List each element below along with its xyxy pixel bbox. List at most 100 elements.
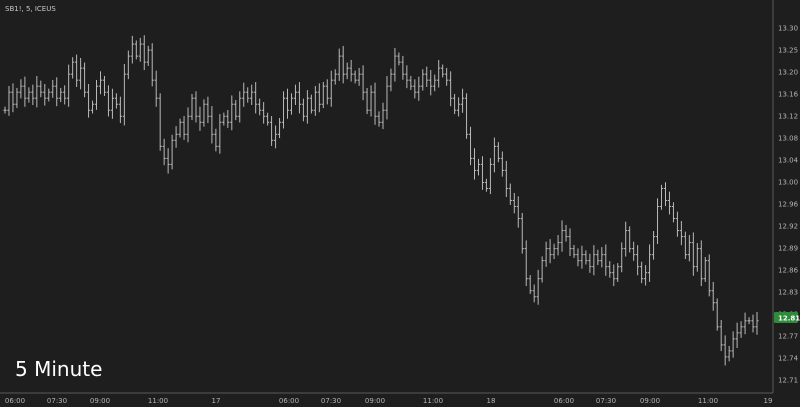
ohlc-bar bbox=[667, 191, 672, 215]
ohlc-bar bbox=[636, 245, 640, 276]
ohlc-bar bbox=[262, 102, 266, 124]
ohlc-bar bbox=[98, 71, 103, 95]
ohlc-bar bbox=[663, 182, 668, 207]
ohlc-bar bbox=[393, 47, 397, 82]
y-tick-label: 13.00 bbox=[778, 179, 798, 187]
ohlc-bar bbox=[75, 54, 79, 87]
ohlc-bar bbox=[731, 331, 735, 358]
ohlc-bar bbox=[401, 55, 405, 80]
ohlc-bar bbox=[500, 151, 504, 177]
ohlc-bar bbox=[512, 192, 516, 214]
ohlc-bar bbox=[560, 220, 564, 252]
ohlc-bar bbox=[266, 112, 270, 126]
ohlc-bar bbox=[82, 62, 87, 98]
last-price-badge: 12.81 bbox=[774, 312, 800, 323]
ohlc-bar bbox=[258, 98, 262, 116]
ohlc-bar bbox=[23, 76, 27, 107]
ohlc-bar bbox=[102, 75, 107, 97]
y-tick-label: 12.96 bbox=[778, 201, 799, 209]
ohlc-bar bbox=[421, 69, 425, 91]
ohlc-bar bbox=[333, 69, 337, 85]
y-tick-label: 13.30 bbox=[778, 25, 798, 33]
symbol-title: SB1!, 5, ICEUS bbox=[5, 5, 56, 13]
ohlc-bar bbox=[365, 87, 369, 115]
ohlc-bar bbox=[369, 85, 373, 117]
ohlc-bar bbox=[651, 231, 656, 260]
x-tick-label: 11:00 bbox=[698, 397, 718, 405]
ohlc-bar bbox=[43, 84, 47, 106]
y-tick-label: 13.20 bbox=[778, 69, 798, 77]
ohlc-bar bbox=[289, 93, 294, 115]
ohlc-bar bbox=[305, 90, 309, 124]
ohlc-bar bbox=[39, 80, 43, 98]
y-axis-ticks[interactable]: 13.30 13.25 13.20 13.16 13.12 13.08 13.04 13.00… bbox=[778, 25, 799, 385]
ohlc-bar bbox=[142, 35, 146, 71]
x-axis-ticks[interactable]: 06:00 07:30 09:00 11:00 17 06:00 07:30 09:00 11:… bbox=[5, 397, 773, 405]
ohlc-bar bbox=[643, 265, 648, 286]
y-tick-label: 13.12 bbox=[778, 113, 798, 121]
ohlc-bar bbox=[27, 87, 31, 103]
ohlc-bar bbox=[548, 239, 552, 264]
ohlc-bar bbox=[59, 87, 63, 103]
ohlc-bar bbox=[699, 240, 703, 287]
ohlc-bar bbox=[596, 249, 600, 266]
ohlc-bar bbox=[293, 84, 298, 106]
ohlc-bar bbox=[647, 244, 652, 282]
ohlc-bar bbox=[242, 82, 246, 107]
ohlc-bar bbox=[675, 211, 680, 237]
ohlc-bar bbox=[691, 232, 695, 276]
ohlc-bar bbox=[269, 116, 274, 146]
ohlc-bar bbox=[735, 322, 739, 349]
ohlc-bar bbox=[417, 76, 421, 101]
ohlc-bar bbox=[166, 148, 170, 174]
ohlc-bar bbox=[727, 345, 731, 362]
ohlc-bar bbox=[755, 311, 759, 335]
ohlc-bar bbox=[584, 250, 588, 265]
ohlc-bar bbox=[118, 96, 122, 124]
ohlc-bar bbox=[640, 261, 644, 284]
x-tick-label: 09:00 bbox=[365, 397, 385, 405]
x-tick-label: 11:00 bbox=[423, 397, 443, 405]
ohlc-bar bbox=[385, 76, 389, 120]
ohlc-bar bbox=[632, 241, 636, 261]
ohlc-bar bbox=[453, 93, 457, 115]
ohlc-bar bbox=[11, 83, 15, 113]
ohlc-bar bbox=[389, 68, 393, 92]
ohlc-bar bbox=[540, 256, 544, 283]
ohlc-bar bbox=[552, 243, 556, 260]
ohlc-bar bbox=[234, 99, 238, 121]
ohlc-bar bbox=[194, 91, 198, 123]
y-tick-label: 12.77 bbox=[778, 333, 798, 341]
ohlc-bar bbox=[616, 263, 620, 282]
x-tick-label: 09:00 bbox=[640, 397, 660, 405]
ohlc-bar bbox=[226, 110, 230, 128]
ohlc-bar bbox=[313, 85, 317, 116]
ohlc-bar bbox=[687, 235, 691, 262]
ohlc-bar bbox=[456, 97, 461, 117]
ohlc-bar bbox=[628, 226, 632, 253]
y-tick-label: 13.16 bbox=[778, 91, 799, 99]
ohlc-bar bbox=[206, 96, 210, 124]
x-tick-label: 06:00 bbox=[554, 397, 574, 405]
ohlc-bar bbox=[751, 314, 755, 333]
ohlc-bar bbox=[528, 275, 532, 294]
ohlc-bar bbox=[35, 76, 39, 108]
ohlc-bar bbox=[520, 212, 524, 254]
ohlc-bar bbox=[254, 82, 258, 114]
x-tick-label: 19 bbox=[764, 397, 773, 405]
ohlc-bar bbox=[572, 245, 576, 258]
x-tick-label: 07:30 bbox=[47, 397, 67, 405]
ohlc-bar bbox=[492, 137, 496, 173]
ohlc-bar bbox=[246, 87, 250, 103]
ohlc-bar bbox=[476, 158, 481, 176]
ohlc-bar bbox=[63, 85, 67, 105]
ohlc-bar bbox=[405, 65, 409, 89]
y-tick-label: 13.08 bbox=[778, 135, 798, 143]
y-tick-label: 12.74 bbox=[778, 355, 799, 363]
interval-overlay-label: 5 Minute bbox=[15, 357, 102, 381]
ohlc-bar bbox=[122, 63, 126, 126]
ohlc-bar bbox=[377, 111, 381, 127]
